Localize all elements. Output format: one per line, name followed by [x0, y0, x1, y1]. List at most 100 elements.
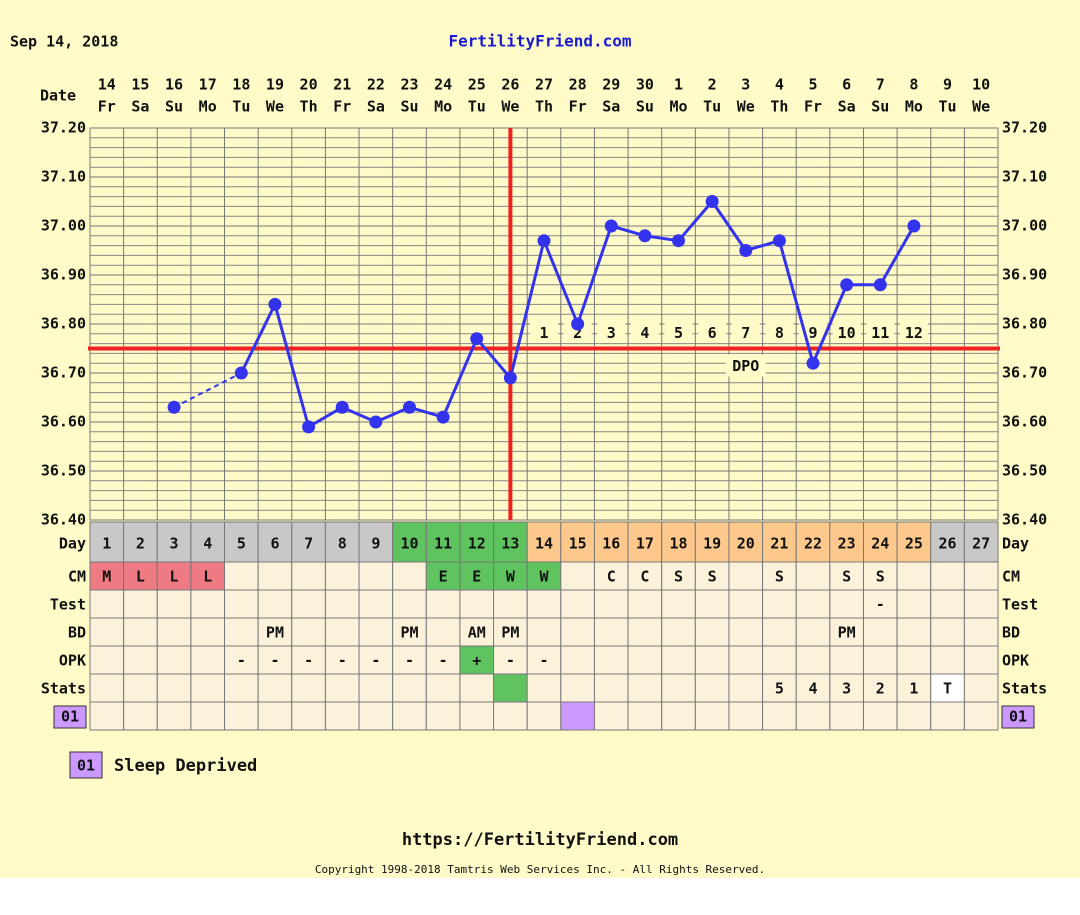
date-label: 28 — [569, 76, 587, 94]
date-label: 20 — [300, 76, 318, 94]
row-cell-text: C — [607, 568, 616, 586]
row-cell — [627, 589, 663, 619]
row-cell — [526, 673, 562, 703]
date-label: 30 — [636, 76, 654, 94]
temperature-point — [470, 332, 484, 346]
row-cell — [291, 673, 326, 703]
row-cell — [762, 701, 797, 731]
row-cell — [324, 645, 360, 675]
weekday-label: Su — [871, 98, 889, 116]
row-cell — [593, 589, 629, 619]
dpo-number: 3 — [607, 324, 616, 342]
day-number: 20 — [737, 535, 755, 553]
temperature-point — [739, 244, 753, 257]
row-cell — [930, 617, 965, 647]
row-cell — [392, 561, 427, 591]
row-cell — [291, 645, 326, 675]
row-cell — [661, 673, 696, 703]
row-cell — [762, 617, 797, 647]
day-number: 25 — [905, 535, 923, 553]
row-cell — [358, 645, 394, 675]
weekday-label: Sa — [602, 98, 620, 116]
day-cell — [560, 521, 595, 563]
day-cell — [862, 521, 898, 563]
row-cell — [694, 561, 730, 591]
row-cell — [930, 589, 965, 619]
weekday-label: Su — [165, 98, 183, 116]
dpo-bg — [563, 322, 592, 343]
row-cell — [358, 561, 394, 591]
row-cell — [257, 561, 293, 591]
date-label: 16 — [165, 76, 183, 94]
weekday-label: Fr — [98, 98, 116, 116]
dpo-number: 1 — [539, 324, 548, 342]
day-number: 13 — [501, 535, 519, 553]
day-cell — [896, 521, 932, 563]
chart-title: FertilityFriend.com — [448, 32, 631, 51]
y-tick-label: 36.60 — [41, 413, 86, 431]
row-cell — [324, 561, 360, 591]
row-cell — [493, 645, 528, 675]
weekday-label: Fr — [569, 98, 587, 116]
day-number: 3 — [170, 535, 179, 553]
row-cell — [795, 617, 831, 647]
row-cell-text: PM — [266, 624, 284, 642]
weekday-label: Tu — [232, 98, 250, 116]
row-cell — [963, 645, 999, 675]
date-label: 22 — [367, 76, 385, 94]
day-number: 4 — [203, 535, 212, 553]
day-cell — [661, 521, 696, 563]
row-cell — [896, 617, 932, 647]
day-cell — [694, 521, 730, 563]
legend-code: 01 — [77, 757, 95, 775]
row-cell-text: - — [405, 652, 414, 670]
row-cell — [896, 561, 932, 591]
row-cell-text: - — [304, 652, 313, 670]
day-number: 15 — [569, 535, 587, 553]
date-label: 14 — [98, 76, 116, 94]
weekday-label: We — [972, 98, 990, 116]
row-cell — [257, 701, 293, 731]
dpo-bg — [597, 322, 626, 343]
row-cell — [358, 589, 394, 619]
day-number: 14 — [535, 535, 553, 553]
row-cell — [762, 589, 797, 619]
day-number: 2 — [136, 535, 145, 553]
date-label: 19 — [266, 76, 284, 94]
row-cell — [963, 673, 999, 703]
row-cell — [358, 701, 394, 731]
temperature-point — [638, 229, 652, 243]
row-cell-text: 1 — [909, 680, 918, 698]
row-cell — [425, 701, 461, 731]
dpo-number: 9 — [809, 324, 818, 342]
row-cell — [862, 645, 898, 675]
day-cell — [425, 521, 461, 563]
day-cell — [257, 521, 293, 563]
row-cell — [526, 589, 562, 619]
temperature-point — [503, 371, 517, 385]
gap-bridge — [173, 372, 242, 409]
y-tick-label: 36.40 — [41, 511, 86, 529]
row-cell — [89, 617, 125, 647]
y-tick-label: 37.00 — [41, 217, 86, 235]
day-number: 27 — [972, 535, 990, 553]
temperature-point — [436, 410, 450, 424]
row-cell — [829, 645, 864, 675]
row-cell — [493, 589, 528, 619]
row-cell — [862, 673, 898, 703]
row-cell-text: W — [539, 568, 549, 586]
row-cell-text: - — [371, 652, 380, 670]
row-cell-text: - — [338, 652, 347, 670]
date-label: 10 — [972, 76, 990, 94]
temperature-point — [167, 400, 181, 414]
y-tick-label-right: 36.40 — [1002, 511, 1047, 529]
y-tick-label: 36.90 — [41, 266, 86, 284]
dpo-number: 7 — [741, 324, 750, 342]
row-cell — [156, 617, 192, 647]
temperature-point — [806, 356, 820, 370]
footer-url: https://FertilityFriend.com — [402, 830, 678, 850]
row-cell-text: W — [506, 568, 516, 586]
y-tick-label-right: 36.50 — [1002, 462, 1047, 480]
day-number: 23 — [838, 535, 856, 553]
row-cell-text: AM — [468, 624, 486, 642]
